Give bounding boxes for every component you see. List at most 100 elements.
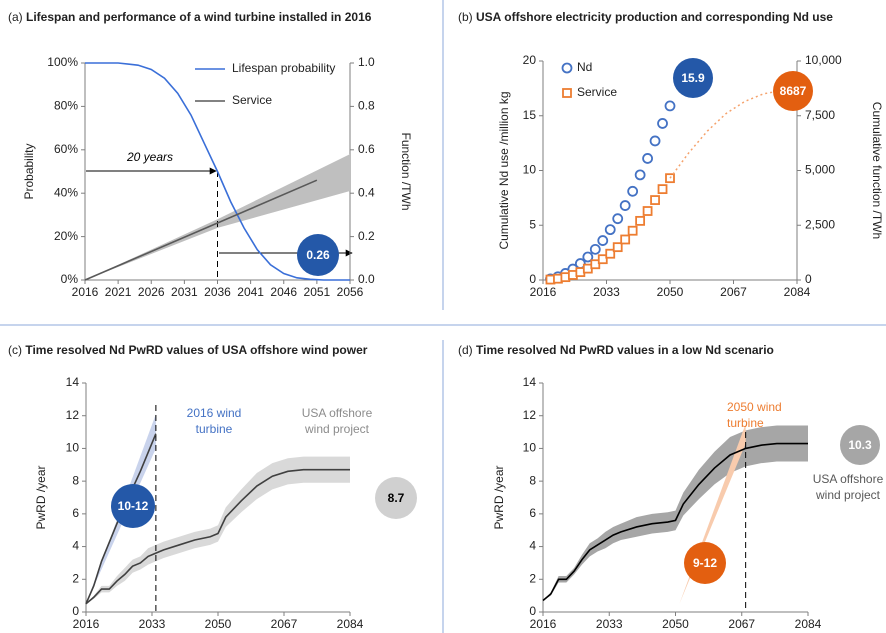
y-tick-label: 6 [529, 506, 536, 520]
marker [649, 135, 661, 147]
y-tick-label: 2 [529, 571, 536, 585]
legend-label: Service [232, 93, 272, 107]
y-tick-label: 2 [72, 571, 79, 585]
y-tick-label: 20 [523, 53, 537, 67]
bubble [840, 425, 880, 465]
marker [634, 169, 646, 181]
y2-tick-label: 2,500 [805, 217, 835, 231]
marker [657, 118, 668, 129]
marker [650, 195, 660, 205]
y-tick-label: 14 [523, 375, 537, 389]
x-tick-label: 2033 [593, 285, 620, 299]
annotation: USA offshore [813, 472, 884, 486]
marker [620, 234, 631, 245]
y-axis-label: Probability [22, 143, 36, 199]
y-tick-label: 4 [72, 539, 79, 553]
x-tick-label: 2036 [204, 285, 231, 299]
annotation: USA offshore [302, 406, 373, 420]
bubble-label: 10-12 [118, 499, 149, 513]
line [669, 89, 798, 179]
x-tick-label: 2050 [657, 285, 684, 299]
y-axis-label: PwRD /year [34, 465, 48, 529]
x-tick-label: 2056 [337, 285, 364, 299]
x-tick-label: 2016 [73, 617, 100, 631]
y2-tick-label: 0.2 [358, 229, 375, 243]
y2-tick-label: 0.6 [358, 142, 375, 156]
x-tick-label: 2067 [271, 617, 298, 631]
marker [590, 259, 601, 270]
y-tick-label: 60% [54, 142, 78, 156]
annotation: wind project [815, 488, 881, 502]
annotation: turbine [727, 416, 764, 430]
y-tick-label: 80% [54, 99, 78, 113]
bubble [111, 484, 155, 528]
marker [642, 206, 653, 216]
x-tick-label: 2031 [171, 285, 198, 299]
x-tick-label: 2033 [139, 617, 166, 631]
y2-tick-label: 10,000 [805, 53, 842, 67]
y-tick-label: 20% [54, 229, 78, 243]
x-tick-label: 2026 [138, 285, 165, 299]
x-tick-label: 2016 [530, 617, 557, 631]
x-tick-label: 2050 [662, 617, 689, 631]
x-tick-label: 2067 [720, 285, 747, 299]
line [85, 468, 350, 605]
x-tick-label: 2084 [337, 617, 364, 631]
y-tick-label: 4 [529, 539, 536, 553]
y-tick-label: 8 [72, 473, 79, 487]
y-tick-label: 0 [72, 604, 79, 618]
y-tick-label: 5 [529, 217, 536, 231]
y2-tick-label: 0.0 [358, 272, 375, 286]
y-tick-label: 14 [66, 375, 80, 389]
x-tick-label: 2084 [784, 285, 811, 299]
bubble [773, 71, 813, 111]
y-tick-label: 10 [523, 441, 537, 455]
x-tick-label: 2021 [105, 285, 132, 299]
annotation: 2050 wind [727, 400, 782, 414]
legend-marker [562, 88, 572, 98]
line [85, 433, 157, 605]
x-tick-label: 2051 [304, 285, 331, 299]
y2-tick-label: 0.8 [358, 99, 375, 113]
legend-label: Service [577, 85, 617, 99]
x-tick-label: 2046 [270, 285, 297, 299]
y2-tick-label: 1.0 [358, 55, 375, 69]
x-tick-label: 2016 [530, 285, 557, 299]
y-tick-label: 0 [529, 604, 536, 618]
y-tick-label: 15 [523, 108, 537, 122]
marker [642, 153, 653, 164]
bubble-label: 9-12 [693, 556, 717, 570]
bubble [673, 58, 713, 98]
x-tick-label: 2041 [237, 285, 264, 299]
line [84, 179, 318, 281]
y-tick-label: 0 [529, 272, 536, 286]
y2-tick-label: 0 [805, 272, 812, 286]
y2-axis-label: Cumulative function /TWh [870, 102, 884, 239]
bubble [375, 477, 417, 519]
band [543, 425, 808, 601]
marker [604, 224, 616, 236]
legend-label: Nd [577, 60, 592, 74]
band [86, 456, 350, 604]
line [85, 62, 350, 281]
x-tick-label: 2050 [205, 617, 232, 631]
marker [627, 185, 639, 197]
y-tick-label: 40% [54, 185, 78, 199]
legend-label: Lifespan probability [232, 61, 335, 75]
y-tick-label: 8 [529, 473, 536, 487]
y-tick-label: 10 [523, 163, 537, 177]
annotation: turbine [196, 422, 233, 436]
line [542, 442, 808, 602]
y2-tick-label: 0.4 [358, 185, 375, 199]
panel-title: (c) Time resolved Nd PwRD values of USA … [8, 343, 368, 357]
marker [612, 242, 623, 253]
marker [589, 243, 601, 255]
y-tick-label: 12 [66, 408, 80, 422]
y-tick-label: 100% [47, 55, 78, 69]
y-tick-label: 6 [72, 506, 79, 520]
marker [597, 235, 609, 246]
y-tick-label: 10 [66, 441, 80, 455]
marker [605, 248, 616, 259]
annotation: wind project [304, 422, 370, 436]
